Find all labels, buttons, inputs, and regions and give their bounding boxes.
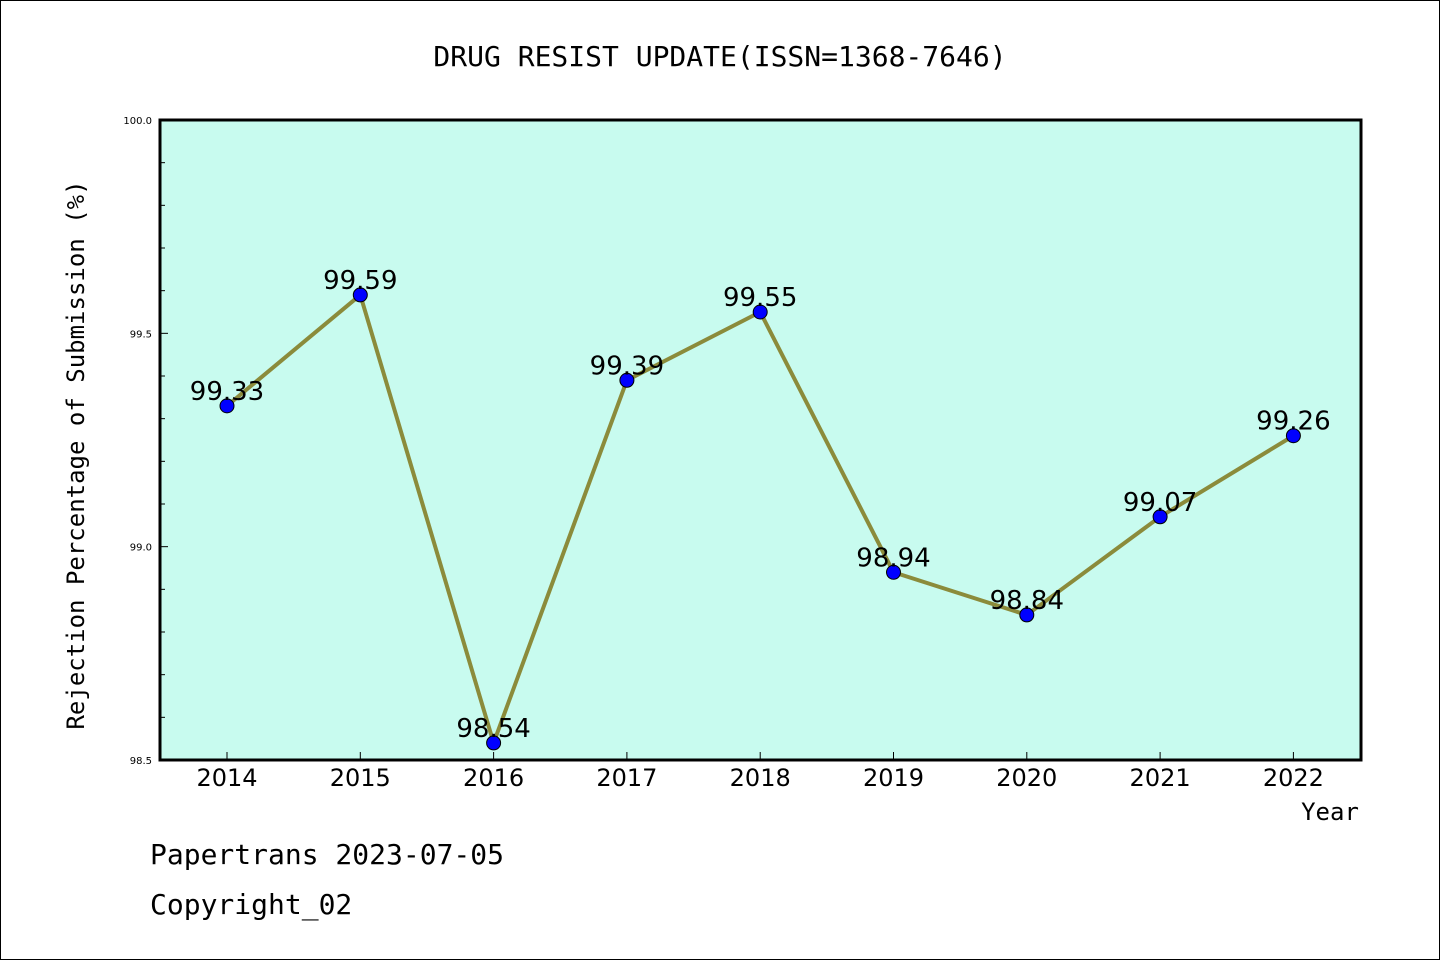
x-axis-label: Year (1301, 798, 1359, 826)
y-axis-label: Rejection Percentage of Submission (%) (62, 180, 90, 729)
data-point (886, 564, 901, 580)
y-tick-label: 100.0 (123, 116, 152, 127)
x-tick-label: 2015 (330, 764, 391, 792)
plot-area (158, 118, 1363, 762)
y-axis: 98.5 99.0 99.5 100.0 (123, 116, 168, 767)
data-point (1152, 509, 1168, 525)
data-label: 98.84 (990, 586, 1064, 616)
y-tick-label: 98.5 (130, 756, 152, 767)
x-tick-label: 2017 (596, 764, 657, 792)
data-labels: 99.33 99.59 98.54 99.39 99.55 98.94 98.84 99.07… (190, 266, 1331, 744)
data-point (752, 304, 768, 320)
data-point (219, 398, 235, 414)
x-tick-label: 2018 (730, 764, 791, 792)
data-label: 99.26 (1256, 407, 1330, 437)
footer-date: Papertrans 2023-07-05 (150, 838, 504, 871)
data-point (1285, 428, 1301, 444)
x-tick-label: 2021 (1130, 764, 1191, 792)
y-tick-label: 99.0 (130, 543, 152, 554)
data-label: 99.39 (590, 351, 664, 381)
data-label: 98.54 (456, 714, 530, 744)
footer-copyright: Copyright_02 (150, 888, 352, 922)
x-tick-label: 2014 (196, 764, 257, 792)
data-point (619, 372, 635, 388)
x-tick-label: 2022 (1263, 764, 1324, 792)
chart-title: DRUG RESIST UPDATE(ISSN=1368-7646) (433, 40, 1006, 73)
x-axis: 2014 2015 2016 2017 2018 2019 2020 2021 2022 (196, 752, 1324, 792)
data-point (352, 287, 368, 303)
x-tick-label: 2016 (463, 764, 524, 792)
data-point (1019, 607, 1035, 623)
data-label: 99.59 (323, 266, 397, 296)
data-point (486, 735, 502, 751)
data-label: 99.33 (190, 377, 264, 407)
data-label: 98.94 (856, 543, 930, 573)
data-label: 99.07 (1123, 488, 1197, 518)
x-tick-label: 2019 (863, 764, 924, 792)
y-tick-label: 99.5 (130, 329, 152, 340)
data-markers (219, 287, 1301, 751)
data-label: 99.55 (723, 283, 797, 313)
x-tick-label: 2020 (996, 764, 1057, 792)
